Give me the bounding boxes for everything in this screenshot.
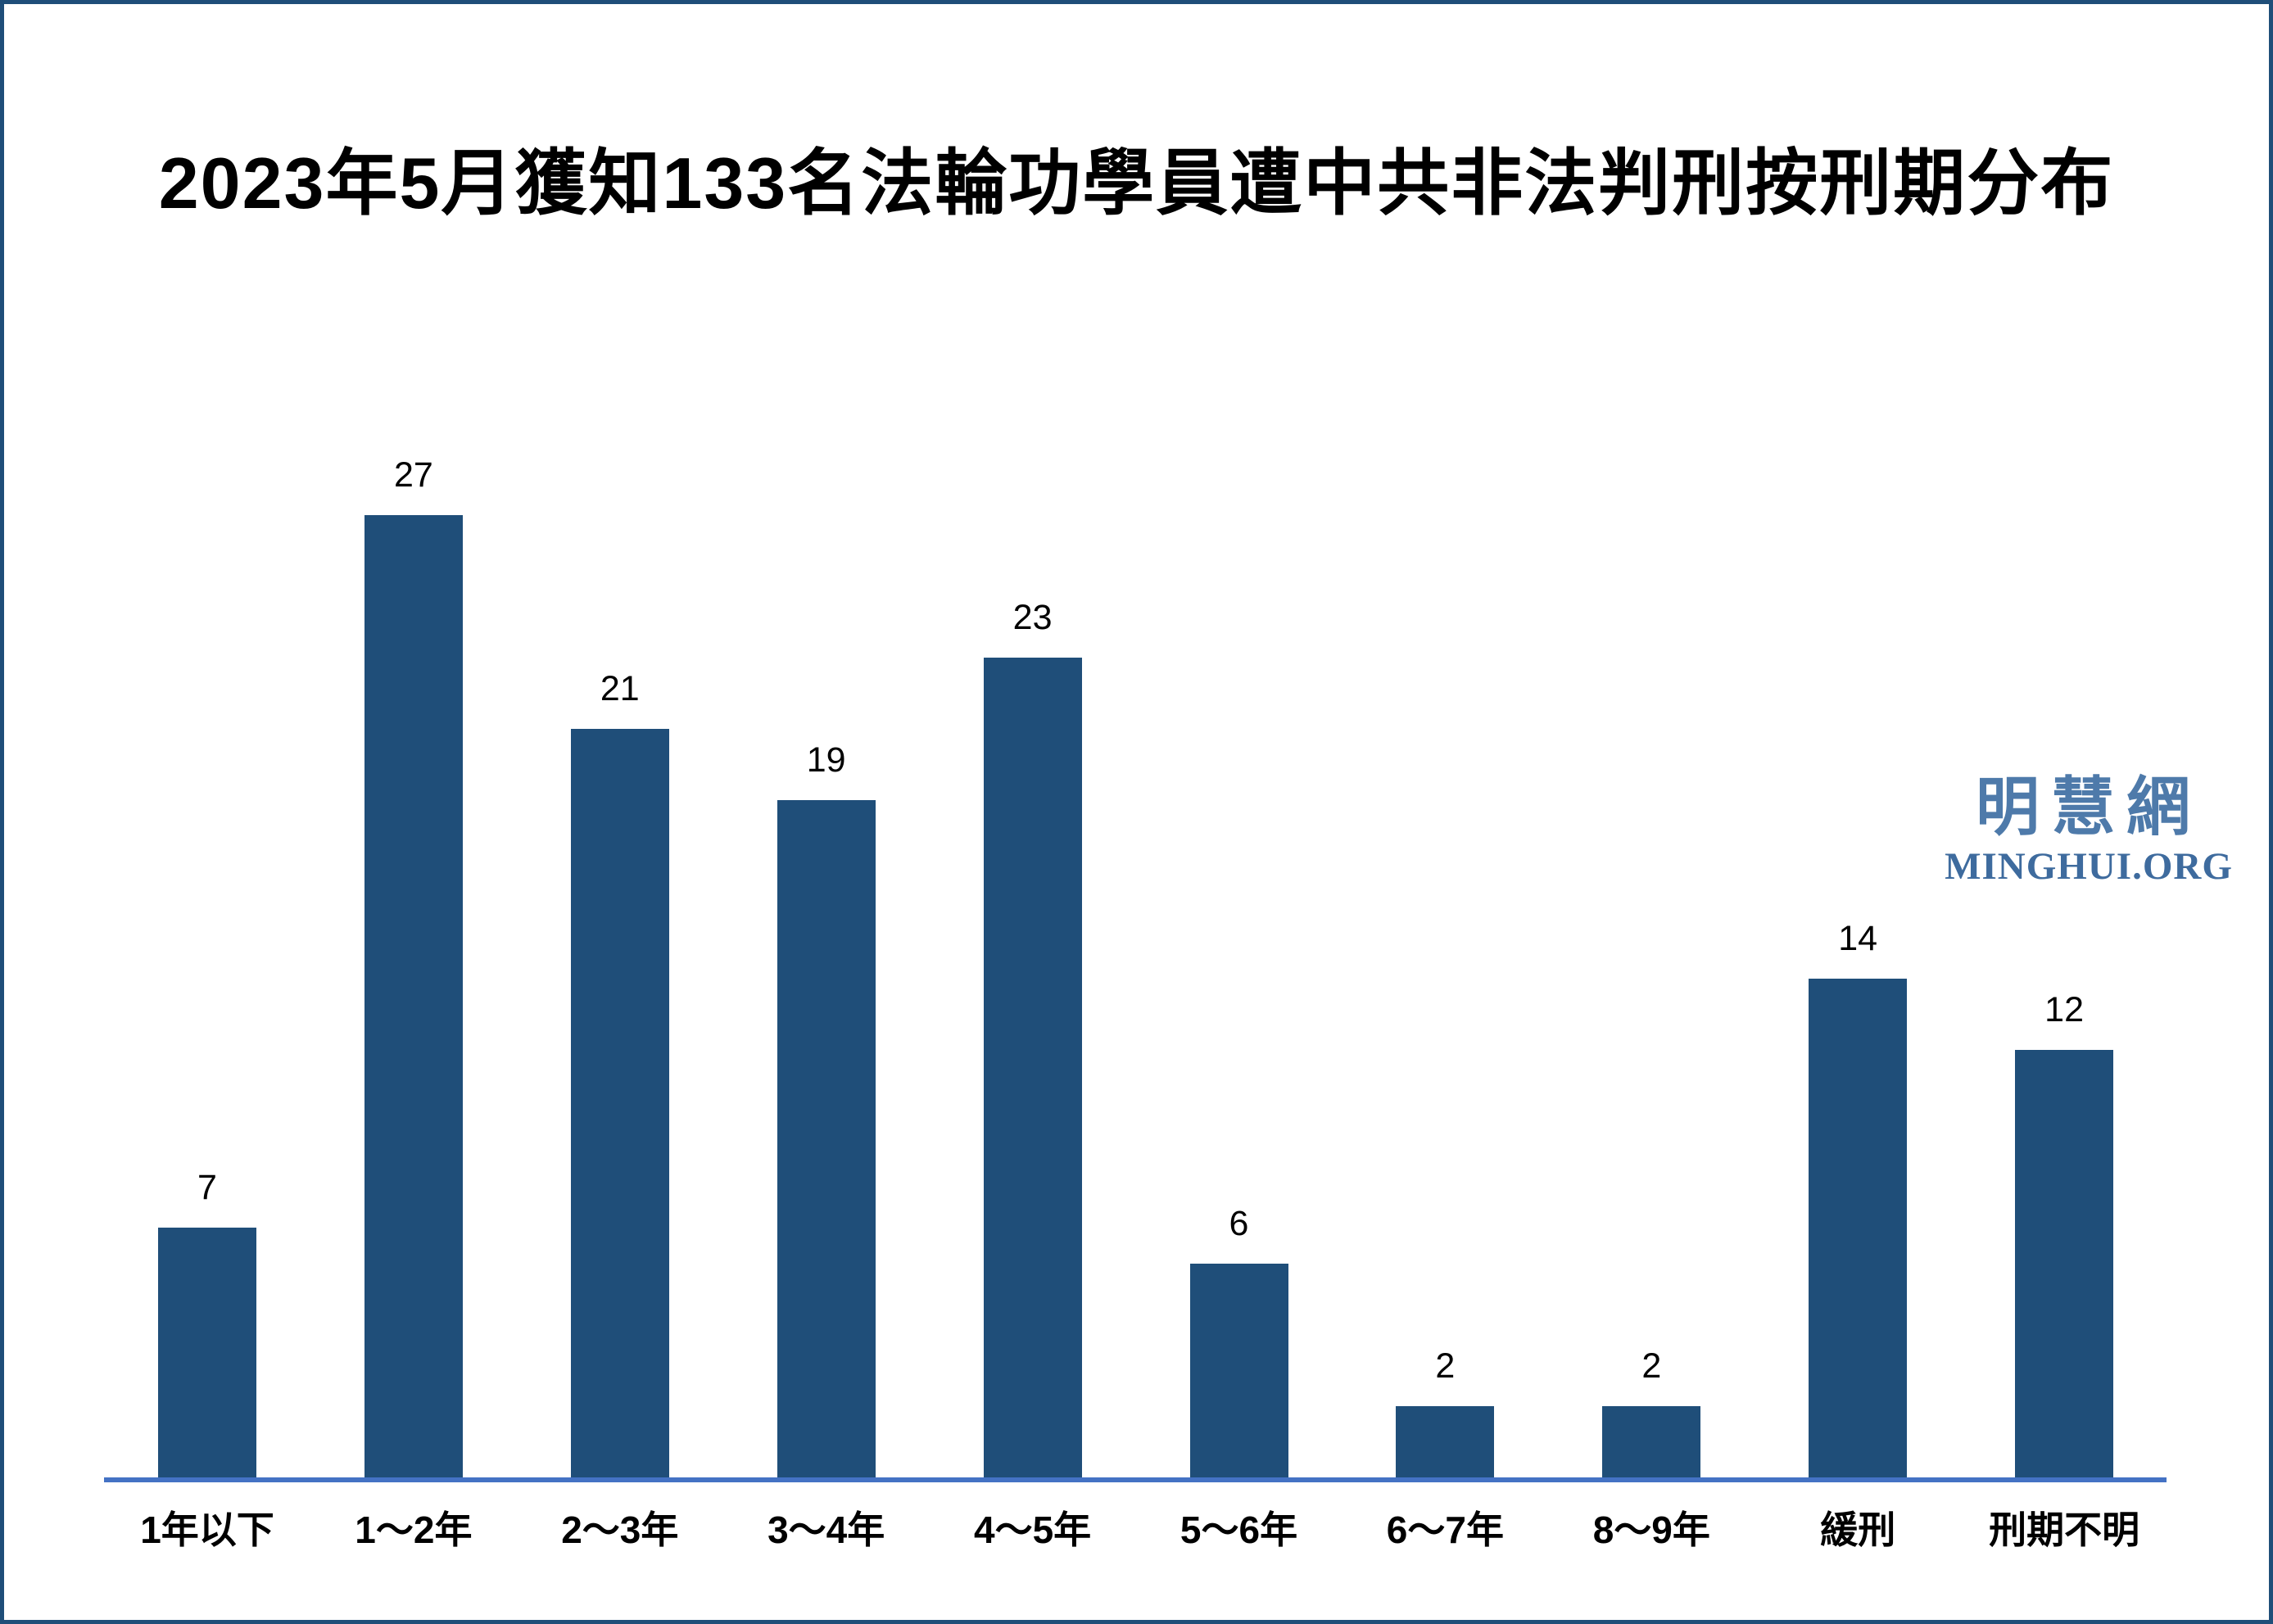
bar-8～9年: [1602, 1406, 1701, 1477]
bar-2～3年: [570, 729, 669, 1477]
x-axis-label: 6～7年: [1386, 1509, 1504, 1551]
bar-1～2年: [364, 515, 463, 1477]
minghui-watermark: 明慧網 MINGHUI.ORG: [1843, 771, 2269, 888]
x-axis-line: [104, 1477, 2167, 1482]
x-axis-label: 3～4年: [767, 1509, 885, 1551]
x-axis-label: 8～9年: [1592, 1509, 1710, 1551]
bar-5～6年: [1189, 1264, 1288, 1477]
bar-value-label: 23: [1012, 598, 1053, 637]
chart-title: 2023年5月獲知133名法輪功學員遭中共非法判刑按刑期分布: [158, 142, 2115, 224]
x-axis-label: 刑期不明: [1989, 1509, 2140, 1551]
x-axis-label: 緩刑: [1820, 1509, 1896, 1551]
x-axis-label: 2～3年: [561, 1509, 679, 1551]
bar-value-label: 14: [1838, 919, 1878, 958]
x-axis-label: 4～5年: [974, 1509, 1092, 1551]
bar-value-label: 7: [197, 1168, 217, 1207]
bar-6～7年: [1396, 1406, 1495, 1477]
bar-3～4年: [777, 800, 876, 1477]
bar-緩刑: [1809, 979, 1908, 1477]
bar-value-label: 6: [1229, 1204, 1249, 1243]
bar-value-label: 2: [1435, 1346, 1456, 1386]
bar-value-label: 2: [1641, 1346, 1662, 1386]
x-axis-label: 5～6年: [1180, 1509, 1298, 1551]
bar-value-label: 27: [393, 455, 433, 495]
x-axis-label: 1～2年: [355, 1509, 473, 1551]
watermark-latin-text: MINGHUI.ORG: [1945, 844, 2233, 888]
watermark-cjk-text: 明慧網: [1975, 771, 2202, 843]
bar-value-label: 21: [600, 669, 640, 708]
bar-value-label: 19: [806, 740, 846, 780]
bar-4～5年: [983, 658, 1082, 1477]
bar-value-label: 12: [2044, 990, 2085, 1029]
bar-刑期不明: [2015, 1050, 2114, 1477]
bar-1年以下: [158, 1228, 256, 1477]
x-axis-label: 1年以下: [140, 1509, 274, 1551]
